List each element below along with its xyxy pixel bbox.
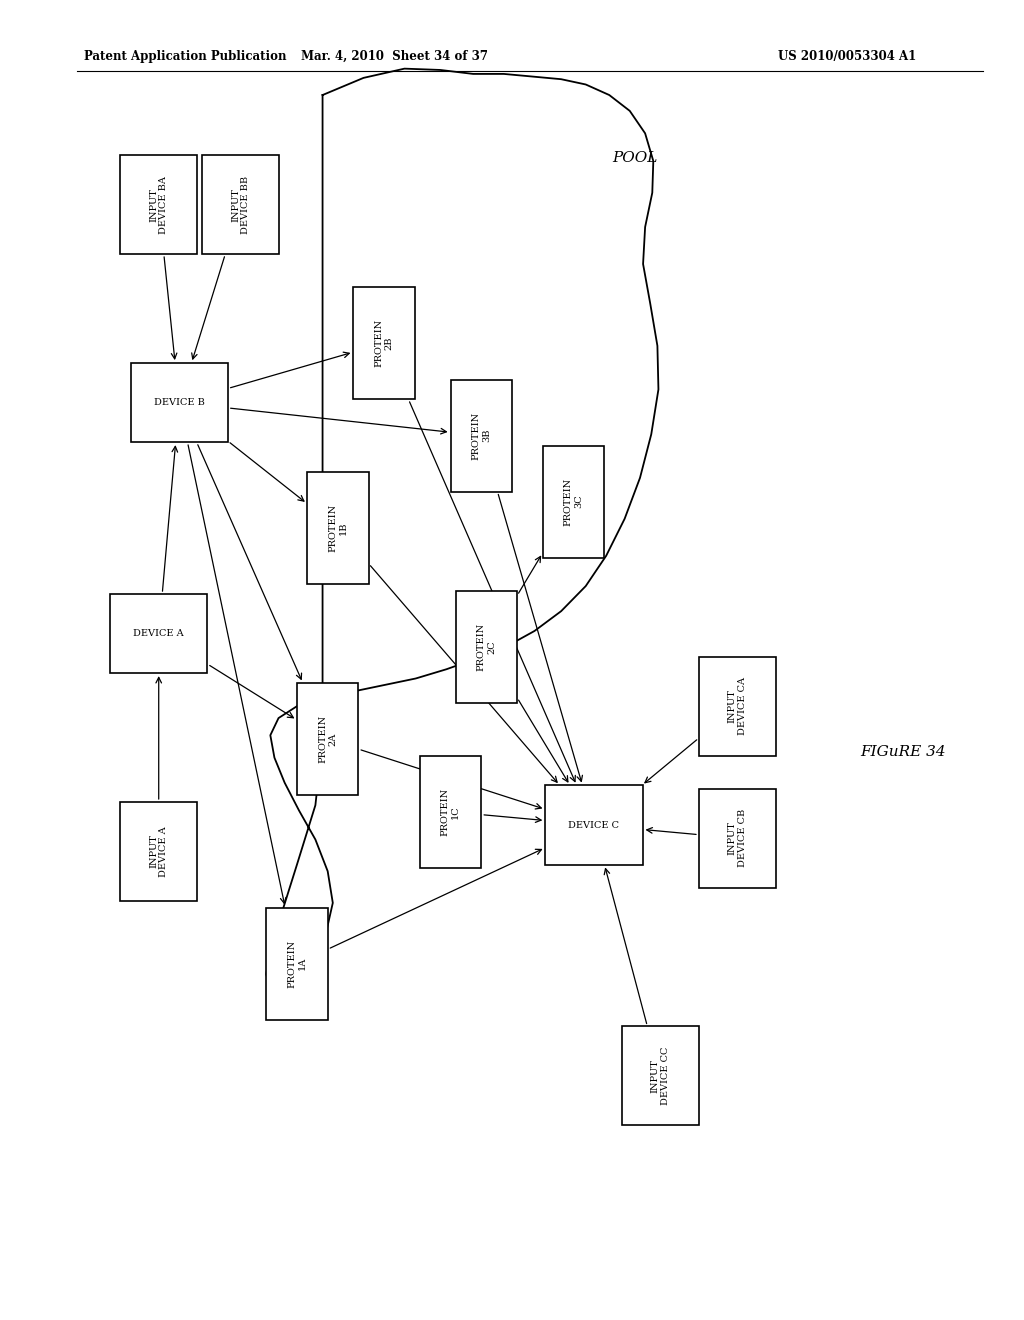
Bar (451, 380, 512, 491)
Bar (456, 591, 517, 702)
Text: PROTEIN
1C: PROTEIN 1C (441, 788, 460, 836)
Text: Mar. 4, 2010  Sheet 34 of 37: Mar. 4, 2010 Sheet 34 of 37 (301, 50, 487, 63)
Text: PROTEIN
2C: PROTEIN 2C (477, 623, 496, 671)
Bar (545, 785, 643, 865)
Text: INPUT
DEVICE CB: INPUT DEVICE CB (728, 809, 746, 867)
Text: DEVICE B: DEVICE B (154, 399, 205, 407)
Text: US 2010/0053304 A1: US 2010/0053304 A1 (778, 50, 916, 63)
Text: INPUT
DEVICE CA: INPUT DEVICE CA (728, 677, 746, 735)
Bar (307, 473, 369, 583)
Bar (111, 594, 207, 673)
Bar (297, 682, 358, 795)
Bar (623, 1027, 698, 1125)
Text: PROTEIN
3B: PROTEIN 3B (472, 412, 490, 459)
Text: DEVICE A: DEVICE A (133, 630, 184, 638)
Text: PROTEIN
2A: PROTEIN 2A (318, 715, 337, 763)
Bar (698, 656, 776, 755)
Text: FIGuRE 34: FIGuRE 34 (860, 746, 946, 759)
Bar (131, 363, 227, 442)
Text: INPUT
DEVICE BB: INPUT DEVICE BB (231, 176, 250, 234)
Bar (420, 755, 481, 869)
Text: PROTEIN
1A: PROTEIN 1A (288, 940, 306, 987)
Bar (543, 446, 604, 557)
Text: Patent Application Publication: Patent Application Publication (84, 50, 287, 63)
Text: INPUT
DEVICE CC: INPUT DEVICE CC (651, 1047, 670, 1105)
Bar (353, 286, 415, 399)
Text: DEVICE C: DEVICE C (568, 821, 620, 829)
Bar (121, 154, 197, 253)
Text: PROTEIN
2B: PROTEIN 2B (375, 319, 393, 367)
Bar (266, 908, 328, 1019)
Bar (202, 154, 279, 253)
Bar (121, 801, 197, 900)
Text: INPUT
DEVICE BA: INPUT DEVICE BA (150, 176, 168, 234)
Text: PROTEIN
3C: PROTEIN 3C (564, 478, 583, 525)
Text: POOL: POOL (612, 152, 657, 165)
Text: PROTEIN
1B: PROTEIN 1B (329, 504, 347, 552)
Text: INPUT
DEVICE A: INPUT DEVICE A (150, 826, 168, 876)
Bar (698, 788, 776, 887)
